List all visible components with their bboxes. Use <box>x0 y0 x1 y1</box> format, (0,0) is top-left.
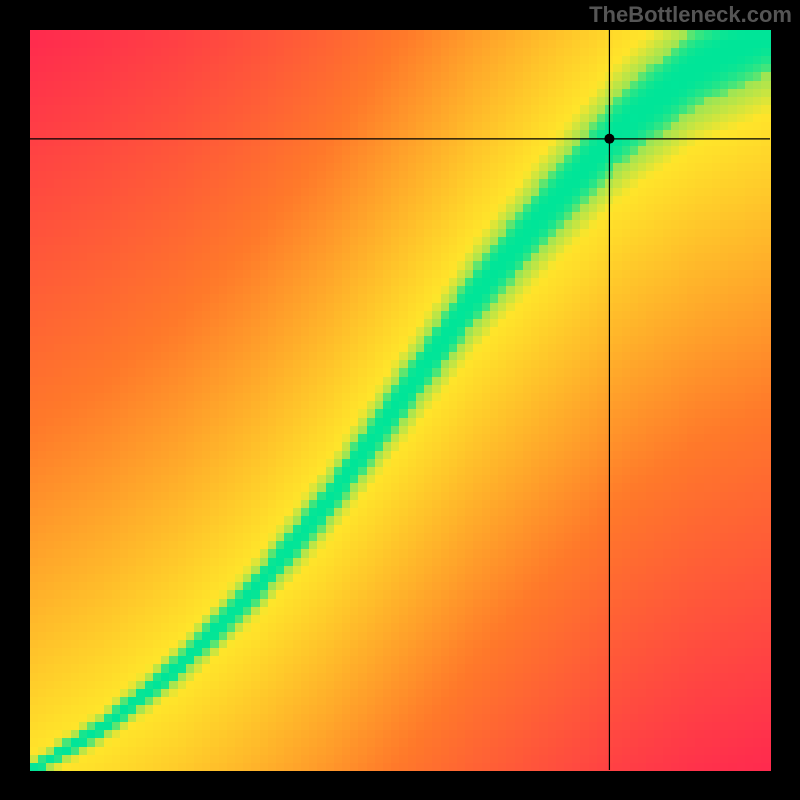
attribution-text: TheBottleneck.com <box>589 2 792 28</box>
bottleneck-heatmap <box>0 0 800 800</box>
chart-container: TheBottleneck.com <box>0 0 800 800</box>
